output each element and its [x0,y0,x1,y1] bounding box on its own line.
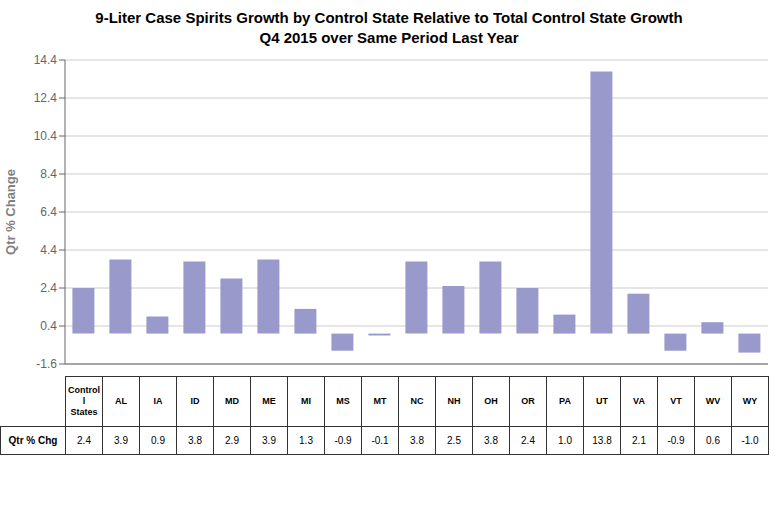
html-text:3.9: 3.9 [262,435,276,446]
html-text:-1.0: -1.0 [741,435,759,446]
html-text:3.8: 3.8 [410,435,424,446]
svg-text:8.4: 8.4 [40,167,57,181]
html-text:MS: MS [336,396,350,406]
html-text:MT: MT [373,396,387,406]
html-text:WV: WV [705,396,721,406]
html-text:VT: VT [670,396,682,406]
html-text:Q4 2015 over Same Period Last: Q4 2015 over Same Period Last Year [259,29,519,46]
svg-text:-1.6: -1.6 [36,357,57,368]
html-text:OH: OH [484,396,498,406]
html-text:PA: PA [559,396,571,406]
svg-text:14.4: 14.4 [34,53,58,67]
html-text:Qtr % Chg: Qtr % Chg [8,435,58,446]
html-text:0.9: 0.9 [151,435,165,446]
html-text:1.3: 1.3 [299,435,313,446]
svg-text:0.4: 0.4 [40,319,57,333]
html-text:Control l States: Control l States [68,385,100,417]
html-text:ID: ID [190,396,200,406]
html-text:0.6: 0.6 [706,435,720,446]
svg-text:Qtr % Change: Qtr % Change [8,169,18,255]
html-text:WY: WY [742,396,758,406]
html-text:2.1: 2.1 [632,435,646,446]
html-text:-0.9: -0.9 [667,435,685,446]
html-text:3.9: 3.9 [114,435,128,446]
html-text:2.5: 2.5 [447,435,461,446]
html-text:NC: NC [410,396,424,406]
html-text:1.0: 1.0 [558,435,572,446]
html-text:-0.1: -0.1 [371,435,389,446]
html-text:VA: VA [633,396,645,406]
html-text:-0.9: -0.9 [334,435,352,446]
html-text:IA: IA [153,396,163,406]
svg-text:12.4: 12.4 [34,91,58,105]
svg-text:4.4: 4.4 [40,243,57,257]
html-text:AL: AL [115,396,127,406]
html-text:3.8: 3.8 [484,435,498,446]
html-text:MD: MD [225,396,239,406]
html-text:2.4: 2.4 [77,435,91,446]
html-text:ME: ME [262,396,276,406]
svg-text:10.4: 10.4 [34,129,58,143]
html-text:9-Liter Case Spirits Growth by: 9-Liter Case Spirits Growth by Control S… [95,9,683,26]
html-text:3.8: 3.8 [188,435,202,446]
html-text:2.9: 2.9 [225,435,239,446]
html-text:13.8: 13.8 [592,435,612,446]
html-text:OR: OR [521,396,535,406]
html-text:MI: MI [301,396,311,406]
html-text:2.4: 2.4 [521,435,535,446]
html-text:UT: UT [596,396,608,406]
svg-text:6.4: 6.4 [40,205,57,219]
svg-text:2.4: 2.4 [40,281,57,295]
html-text:NH: NH [447,396,461,406]
